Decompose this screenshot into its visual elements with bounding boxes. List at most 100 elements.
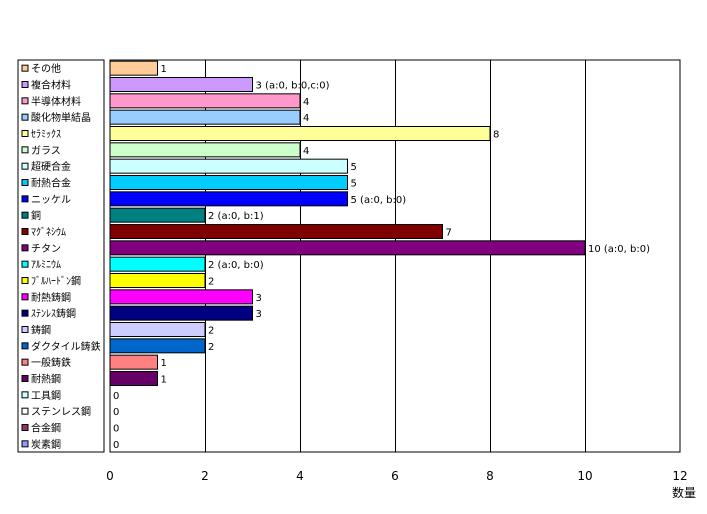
bar bbox=[109, 93, 301, 109]
data-label: 0 bbox=[113, 424, 119, 435]
legend-swatch bbox=[21, 179, 29, 186]
legend-box bbox=[17, 59, 105, 453]
legend-swatch bbox=[21, 309, 29, 317]
bar bbox=[109, 240, 586, 256]
legend-label: その他 bbox=[31, 62, 61, 75]
legend-swatch bbox=[21, 375, 29, 382]
legend-label: 一般鋳鉄 bbox=[31, 356, 71, 369]
legend-label: 耐熱鋳鋼 bbox=[31, 291, 71, 304]
legend-swatch bbox=[21, 244, 29, 252]
bar bbox=[109, 256, 206, 272]
x-tick-label: 10 bbox=[577, 469, 592, 483]
legend-swatch bbox=[21, 440, 29, 448]
data-label: 0 bbox=[113, 391, 119, 402]
legend-swatch bbox=[21, 293, 29, 301]
legend-swatch bbox=[21, 260, 29, 268]
bar bbox=[109, 273, 206, 288]
data-label: 4 bbox=[303, 113, 309, 124]
legend-swatch bbox=[21, 146, 29, 154]
bar bbox=[109, 158, 348, 174]
legend-swatch bbox=[21, 407, 29, 415]
bar bbox=[109, 371, 158, 386]
data-label: 4 bbox=[303, 146, 309, 157]
legend-swatch bbox=[21, 277, 29, 284]
data-label: 3 bbox=[256, 309, 262, 320]
legend-swatch bbox=[21, 130, 29, 137]
legend-label: 工具鋼 bbox=[31, 389, 61, 402]
bar bbox=[109, 305, 253, 321]
data-label: 5 bbox=[351, 179, 357, 190]
data-label: 2 bbox=[208, 342, 214, 353]
legend-swatch bbox=[21, 228, 29, 235]
legend-label: 複合材料 bbox=[31, 79, 71, 92]
data-label: 7 bbox=[446, 228, 452, 239]
bar bbox=[109, 109, 301, 125]
data-label: 5 (a:0, b:0) bbox=[351, 195, 407, 206]
legend-label: ﾏｸﾞﾈｼｳﾑ bbox=[31, 227, 66, 239]
x-tick-label: 0 bbox=[106, 469, 114, 483]
data-label: 1 bbox=[161, 375, 167, 386]
legend-swatch bbox=[21, 391, 29, 399]
bar bbox=[109, 126, 491, 141]
data-label: 1 bbox=[161, 358, 167, 369]
bar bbox=[109, 142, 301, 158]
x-tick-label: 4 bbox=[296, 469, 304, 483]
legend-swatch bbox=[21, 162, 29, 170]
legend-label: 炭素鋼 bbox=[31, 438, 61, 451]
legend-label: 超硬合金 bbox=[31, 160, 71, 173]
legend-label: 合金鋼 bbox=[31, 422, 61, 435]
plot-area: 1 3 (a:0, b:0,c:0) 4 4 8 4 5 5 5 (a:0, b:0) 2 (a:… bbox=[109, 59, 681, 453]
legend-label: 半導体材料 bbox=[31, 95, 81, 108]
legend-swatch bbox=[21, 64, 29, 72]
legend-swatch bbox=[21, 113, 29, 121]
legend-label: ｽﾃﾝﾚｽ鋳鋼 bbox=[31, 307, 76, 320]
x-tick-label: 8 bbox=[486, 469, 494, 483]
legend-label: 鋳鋼 bbox=[31, 324, 51, 337]
legend-swatch bbox=[21, 342, 29, 350]
legend-swatch bbox=[21, 81, 29, 88]
x-tick-label: 12 bbox=[672, 469, 687, 483]
legend-swatch bbox=[21, 195, 29, 203]
data-label: 3 (a:0, b:0,c:0) bbox=[256, 81, 330, 92]
legend-label: ダクタイル鋳鉄 bbox=[31, 340, 101, 353]
legend-swatch bbox=[21, 97, 29, 105]
legend-label: ニッケル bbox=[31, 194, 71, 206]
bar bbox=[109, 175, 348, 190]
data-label: 0 bbox=[113, 407, 119, 418]
x-tick-label: 2 bbox=[201, 469, 209, 483]
legend-label: ｾﾗﾐｯｸｽ bbox=[31, 129, 61, 141]
legend-swatch bbox=[21, 424, 29, 431]
data-label: 10 (a:0, b:0) bbox=[588, 244, 650, 255]
legend-label: ﾌﾞﾙﾊｰﾄﾞﾝ鋼 bbox=[31, 275, 81, 288]
data-label: 2 (a:0, b:1) bbox=[208, 211, 264, 222]
data-label: 5 bbox=[351, 162, 357, 173]
bar bbox=[109, 191, 348, 207]
bar bbox=[109, 207, 206, 223]
bar bbox=[109, 354, 158, 370]
legend-label: 酸化物単結晶 bbox=[31, 111, 91, 124]
data-label: 0 bbox=[113, 440, 119, 451]
bar bbox=[109, 338, 206, 354]
data-label: 4 bbox=[303, 97, 309, 108]
bar bbox=[109, 289, 253, 305]
legend-label: 銅 bbox=[31, 209, 41, 222]
data-label: 2 bbox=[208, 277, 214, 288]
data-label: 2 bbox=[208, 326, 214, 337]
x-axis: 0 2 4 6 8 10 12 数量 bbox=[106, 469, 696, 500]
legend-label: ガラス bbox=[31, 145, 61, 157]
legend-label: ステンレス鋼 bbox=[31, 405, 91, 418]
bar bbox=[109, 60, 158, 76]
bar bbox=[109, 322, 206, 337]
legend-label: ｱﾙﾐﾆｳﾑ bbox=[31, 259, 61, 271]
data-label: 3 bbox=[256, 293, 262, 304]
legend-swatch bbox=[21, 358, 29, 366]
legend-label: チタン bbox=[31, 243, 61, 255]
bar bbox=[109, 224, 443, 239]
legend-label: 耐熱合金 bbox=[31, 177, 71, 190]
legend-swatch bbox=[21, 326, 29, 333]
legend-swatch bbox=[21, 211, 29, 219]
data-label: 2 (a:0, b:0) bbox=[208, 260, 264, 271]
bar bbox=[109, 77, 253, 92]
